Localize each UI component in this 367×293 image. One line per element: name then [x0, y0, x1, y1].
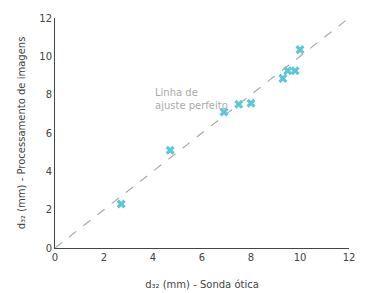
svg-text:10: 10: [294, 252, 307, 263]
svg-text:10: 10: [39, 51, 52, 62]
svg-text:2: 2: [101, 252, 107, 263]
svg-text:6: 6: [199, 252, 205, 263]
svg-text:2: 2: [46, 204, 52, 215]
svg-text:0: 0: [46, 243, 52, 254]
svg-text:d₃₂ (mm) - Sonda ótica: d₃₂ (mm) - Sonda ótica: [145, 279, 259, 290]
svg-text:8: 8: [248, 252, 254, 263]
svg-text:d₃₂ (mm) - Processamento de im: d₃₂ (mm) - Processamento de imagens: [16, 37, 27, 230]
svg-text:0: 0: [52, 252, 58, 263]
svg-text:12: 12: [39, 13, 52, 24]
svg-text:4: 4: [46, 166, 52, 177]
svg-text:12: 12: [343, 252, 356, 263]
svg-text:Linha deajuste perfeito: Linha deajuste perfeito: [155, 87, 228, 111]
svg-text:6: 6: [46, 128, 52, 139]
svg-text:4: 4: [150, 252, 156, 263]
svg-text:8: 8: [46, 89, 52, 100]
